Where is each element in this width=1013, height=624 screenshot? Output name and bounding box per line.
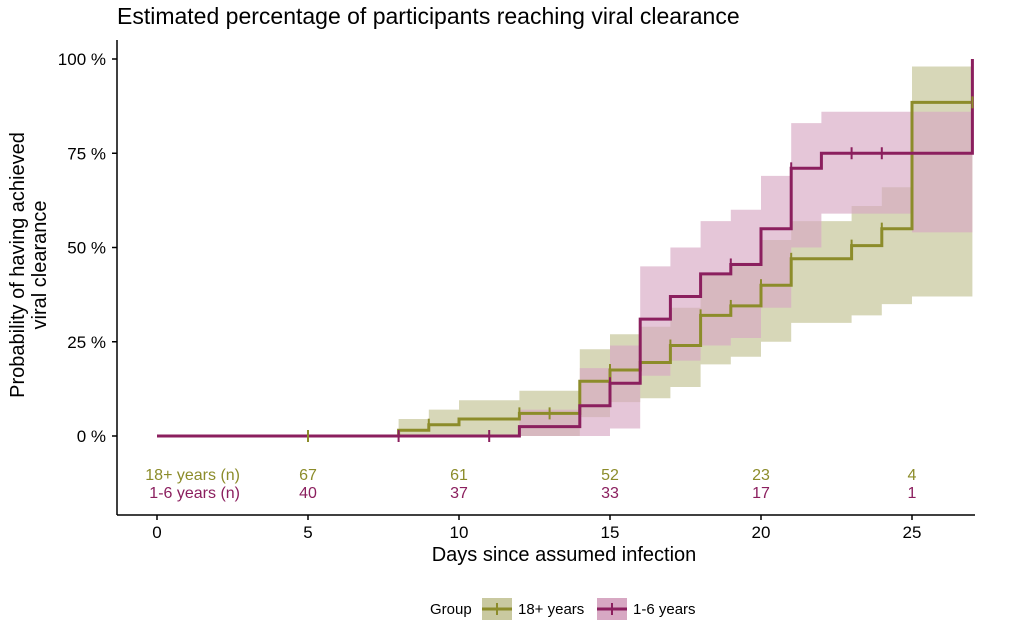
- legend-label-1-6: 1-6 years: [633, 601, 696, 618]
- y-tick-label: 75 %: [67, 144, 106, 163]
- band-1-6: [157, 111, 973, 437]
- risk-count-18plus: 4: [908, 467, 917, 484]
- y-tick-label: 25 %: [67, 333, 106, 352]
- risk-label-18plus: 18+ years (n): [145, 467, 240, 484]
- risk-count-1-6: 1: [908, 485, 917, 502]
- risk-count-1-6: 17: [752, 485, 770, 502]
- x-tick-label: 25: [903, 523, 922, 542]
- legend: Group 18+ years 1-6 years: [430, 598, 696, 620]
- y-tick-label: 0 %: [77, 427, 106, 446]
- y-tick-label: 50 %: [67, 239, 106, 258]
- x-tick-label: 15: [601, 523, 620, 542]
- x-tick-label: 10: [450, 523, 469, 542]
- risk-count-18plus: 61: [450, 467, 468, 484]
- x-axis-ticks: 0 5 10 15 20 25: [152, 515, 921, 542]
- risk-label-1-6: 1-6 years (n): [149, 485, 240, 502]
- y-axis-title-line-1: Probability of having achieved: [7, 132, 29, 398]
- risk-count-1-6: 40: [299, 485, 317, 502]
- legend-label-18plus: 18+ years: [518, 601, 584, 618]
- legend-title: Group: [430, 601, 472, 618]
- y-axis-title-line-2: viral clearance: [29, 201, 51, 330]
- risk-count-1-6: 33: [601, 485, 619, 502]
- x-axis-title: Days since assumed infection: [432, 544, 697, 566]
- x-tick-label: 5: [303, 523, 312, 542]
- censor-marks: [307, 96, 974, 442]
- y-tick-label: 100 %: [58, 50, 106, 69]
- x-tick-label: 0: [152, 523, 161, 542]
- chart-title: Estimated percentage of participants rea…: [117, 3, 740, 29]
- risk-count-18plus: 23: [752, 467, 770, 484]
- risk-table: 18+ years (n) 67 61 52 23 4 1-6 years (n) 40 37 3…: [145, 467, 916, 502]
- risk-count-1-6: 37: [450, 485, 468, 502]
- risk-count-18plus: 67: [299, 467, 317, 484]
- x-tick-label: 20: [752, 523, 771, 542]
- confidence-bands: [157, 66, 973, 437]
- band-18plus: [157, 66, 973, 436]
- y-axis-title: Probability of having achieved viral cle…: [7, 132, 51, 398]
- risk-count-18plus: 52: [601, 467, 619, 484]
- y-axis-ticks: 0 % 25 % 50 % 75 % 100 %: [58, 50, 117, 446]
- curve-1-6: [157, 59, 974, 438]
